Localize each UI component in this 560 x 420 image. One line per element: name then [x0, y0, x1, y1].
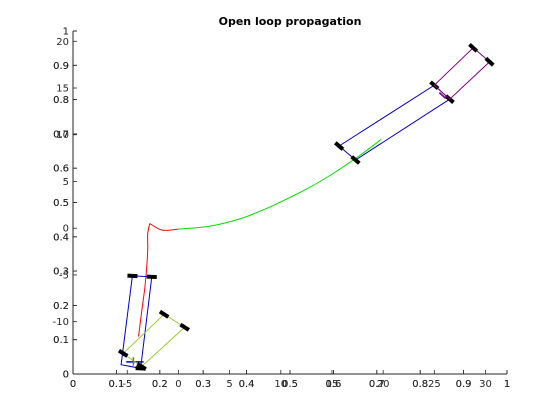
overlay-b-ytick-label: 0.7 [53, 129, 69, 140]
overlay-a-xtick-label: 1 [504, 379, 510, 390]
overlay-b-ytick-label: 0.3 [53, 267, 69, 278]
overlay-a-ytick-label: 0.2 [53, 301, 69, 312]
overlay-a-ytick-label: 0.7 [53, 129, 69, 140]
trajectory-series-2 [178, 139, 382, 230]
trajectory-layer [138, 139, 382, 337]
vehicle-body [122, 313, 186, 368]
overlay-a-ytick-label: 0.9 [53, 61, 69, 72]
data-xtick-label: 0 [175, 379, 181, 390]
trajectory-series-0 [138, 223, 151, 337]
data-ytick-label: 20 [56, 37, 69, 48]
vehicle-body [433, 47, 491, 100]
vehicle-wheel [117, 348, 129, 358]
vehicle-wheel [127, 273, 138, 279]
overlay-a-ytick-label: 1 [63, 27, 69, 38]
data-ytick-label: 5 [63, 177, 69, 188]
data-ytick-label: 10 [56, 130, 69, 141]
overlay-axis-b: 0 0.1 0.2 0.3 0.4 0.5 0.6 0.7 0.8 0.9 100.10.20.30… [53, 27, 510, 391]
data-axis: -5 0 5 10 15 20 25 30 -10 -5 0 5 10 15 20 [53, 37, 492, 390]
overlay-b-xtick-label: 0.8 [412, 379, 428, 390]
vehicle-wheel [350, 155, 361, 165]
overlay-a-xtick-label: 0.4 [239, 379, 255, 390]
overlay-b-ytick-label: 0.6 [53, 164, 69, 175]
overlay-b-ytick-label: 0.4 [53, 232, 69, 243]
overlay-a-xtick-label: 0.2 [152, 379, 168, 390]
overlay-a-xtick-label: 0.5 [282, 379, 298, 390]
vehicle-wheel [146, 274, 157, 280]
vehicle-3 [433, 42, 495, 100]
data-ytick-label: -5 [59, 270, 69, 281]
trajectory-series-1 [149, 223, 179, 231]
overlay-b-ytick-label: 0 [63, 370, 69, 381]
data-xtick-label: 10 [274, 379, 287, 390]
overlay-a-xtick-label: 0.1 [108, 379, 124, 390]
data-xtick-label: 25 [428, 379, 441, 390]
data-ytick-label: 0 [63, 224, 69, 235]
overlay-a-ytick-label: 0.5 [53, 198, 69, 209]
overlay-a-xtick-label: 0.7 [369, 379, 385, 390]
overlay-b-xtick-label: 0.9 [456, 379, 472, 390]
overlay-a-xtick-label: 0 [70, 379, 76, 390]
vehicle-wheel [179, 322, 190, 332]
data-xtick-label: 20 [377, 379, 390, 390]
vehicle-wheel [158, 309, 170, 319]
vehicle-wheel [468, 42, 479, 53]
overlay-a-ytick-label: 0.4 [53, 232, 69, 243]
vehicle-axle [438, 92, 447, 99]
overlay-a-ytick-label: 0 [63, 370, 69, 381]
data-xtick-label: 5 [226, 379, 232, 390]
vehicle-1 [117, 309, 190, 371]
overlay-b-ytick-label: 0.1 [53, 335, 69, 346]
overlay-b-xtick-label: 0.5 [282, 379, 298, 390]
overlay-b-ytick-label: 0.5 [53, 198, 69, 209]
overlay-a-xtick-label: 0.6 [325, 379, 341, 390]
vehicle-wheel [334, 141, 345, 151]
vehicle-layer [117, 42, 495, 371]
overlay-b-xtick-label: 0.4 [239, 379, 255, 390]
overlay-b-xtick-label: 0.7 [369, 379, 385, 390]
vehicle-2 [334, 80, 455, 165]
overlay-a-ytick-label: 0.8 [53, 95, 69, 106]
vehicle-wheel [484, 56, 495, 67]
overlay-b-ytick-label: 0.2 [53, 301, 69, 312]
overlay-b-xtick-label: 0 [70, 379, 76, 390]
data-xtick-label: 30 [479, 379, 492, 390]
data-xtick-label: -5 [122, 379, 132, 390]
overlay-a-xtick-label: 0.8 [412, 379, 428, 390]
overlay-b-xtick-label: 0.1 [108, 379, 124, 390]
data-ytick-label: -10 [53, 317, 69, 328]
overlay-b-ytick-label: 0.8 [53, 95, 69, 106]
vehicle-body [338, 84, 451, 161]
overlay-a-xtick-label: 0.3 [195, 379, 211, 390]
overlay-a-ytick-label: 0.1 [53, 335, 69, 346]
data-ytick-label: 15 [56, 84, 69, 95]
overlay-b-xtick-label: 1 [504, 379, 510, 390]
overlay-b-xtick-label: 0.6 [325, 379, 341, 390]
overlay-b-xtick-label: 0.3 [195, 379, 211, 390]
overlay-a-ytick-label: 0.3 [53, 267, 69, 278]
overlay-b-xtick-label: 0.2 [152, 379, 168, 390]
vehicle-wheel [136, 362, 147, 371]
overlay-axis-a: 0 0.1 0.2 0.3 0.4 0.5 0.6 0.7 0.8 0.9 100.10.20.30… [53, 27, 510, 391]
overlay-b-ytick-label: 0.9 [53, 61, 69, 72]
data-xtick-label: 15 [326, 379, 339, 390]
axis-frame [72, 31, 507, 375]
overlay-b-ytick-label: 1 [63, 27, 69, 38]
chart-title: Open loop propagation [219, 15, 362, 28]
overlay-a-ytick-label: 0.6 [53, 164, 69, 175]
overlay-a-xtick-label: 0.9 [456, 379, 472, 390]
